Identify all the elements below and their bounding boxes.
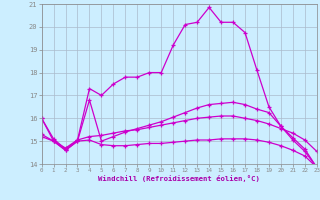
X-axis label: Windchill (Refroidissement éolien,°C): Windchill (Refroidissement éolien,°C): [98, 175, 260, 182]
